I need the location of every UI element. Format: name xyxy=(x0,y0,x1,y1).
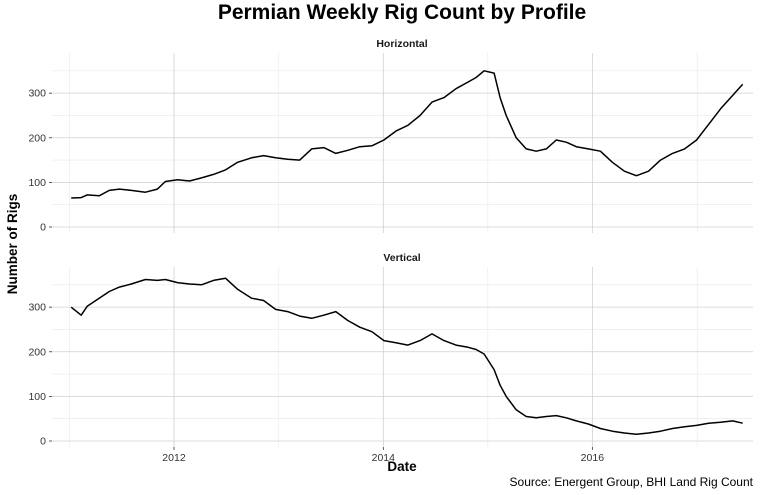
panel-vertical: 0 100 200 300 xyxy=(28,267,753,448)
x-axis: 2012 2014 2016 xyxy=(162,447,604,464)
y-tick-label: 300 xyxy=(28,302,46,314)
panel-label-vertical: Vertical xyxy=(383,252,420,264)
x-axis-title: Date xyxy=(387,459,417,474)
chart-title: Permian Weekly Rig Count by Profile xyxy=(218,1,586,24)
plot-background xyxy=(52,267,753,447)
y-tick-label: 300 xyxy=(28,88,46,100)
y-tick-label: 100 xyxy=(28,391,46,403)
x-tick-label: 2014 xyxy=(372,452,396,464)
x-tick-label: 2016 xyxy=(581,452,605,464)
y-tick-label: 200 xyxy=(28,132,46,144)
series-line-vertical xyxy=(70,277,743,436)
y-tick-label: 200 xyxy=(28,346,46,358)
y-tick-label: 0 xyxy=(40,436,46,448)
x-tick-label: 2012 xyxy=(162,452,186,464)
y-tick-label: 100 xyxy=(28,177,46,189)
source-caption: Source: Energent Group, BHI Land Rig Cou… xyxy=(510,475,754,489)
panel-label-horizontal: Horizontal xyxy=(376,38,427,50)
panel-horizontal: 0 100 200 300 xyxy=(28,53,753,234)
y-tick-label: 0 xyxy=(40,222,46,234)
series-line-horizontal xyxy=(71,70,744,199)
y-axis-title: Number of Rigs xyxy=(5,194,20,295)
plot-background xyxy=(52,53,753,233)
